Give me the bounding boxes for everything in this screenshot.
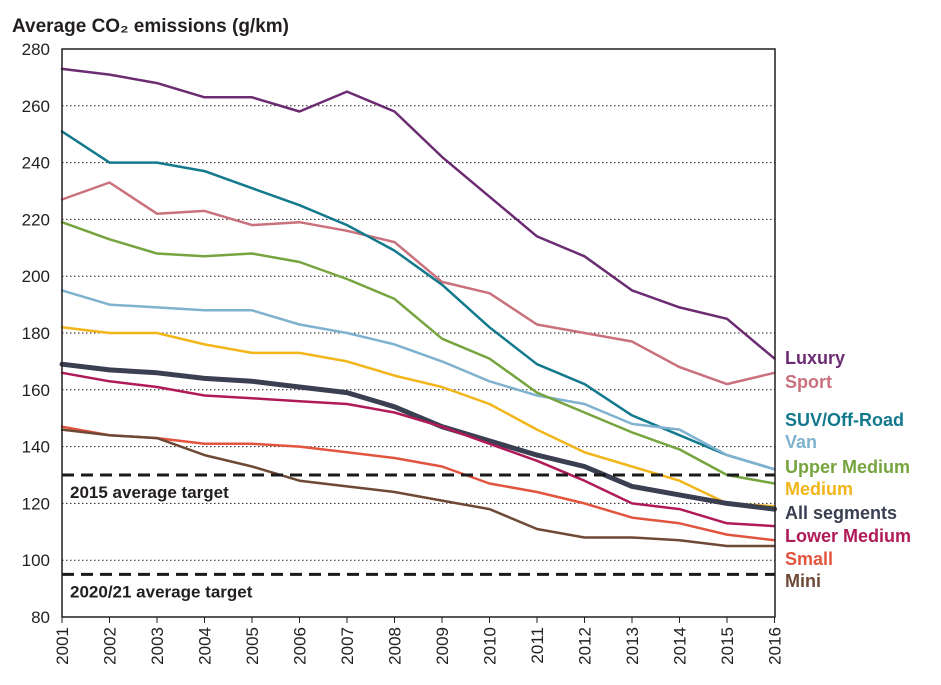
series-line-van (60, 289, 776, 471)
x-tick-label: 2001 (53, 627, 72, 665)
target-label: 2015 average target (70, 483, 229, 502)
legend-label: Sport (785, 372, 832, 392)
legend-label: Medium (785, 479, 853, 499)
y-axis-ticks: 80 100 120 140 160 180 200 220 240 260 280 (22, 40, 50, 627)
series-line-sport (60, 181, 776, 386)
legend-label: Upper Medium (785, 457, 910, 477)
legend-label: Lower Medium (785, 526, 911, 546)
legend-label: SUV/Off-Road (785, 410, 904, 430)
series-line-mini (60, 428, 776, 548)
x-tick-label: 2009 (433, 627, 452, 665)
legend-label: All segments (785, 503, 897, 523)
series-line-small (60, 425, 776, 542)
series-line-luxury (60, 67, 776, 360)
y-tick-label: 200 (22, 267, 50, 286)
x-tick-label: 2007 (338, 627, 357, 665)
plot-frame (61, 48, 776, 618)
x-axis-ticks: 2001 2002 2003 2004 2005 2006 2007 2008 2009 2010… (53, 617, 785, 665)
target-label: 2020/21 average target (70, 582, 253, 601)
x-tick-label: 2012 (576, 627, 595, 665)
legend-label: Luxury (785, 348, 845, 368)
x-tick-label: 2003 (148, 627, 167, 665)
x-tick-label: 2011 (528, 627, 547, 664)
series-line-lower-medium (60, 371, 776, 528)
x-tick-label: 2013 (623, 627, 642, 665)
y-tick-label: 240 (22, 154, 50, 173)
y-tick-label: 100 (22, 551, 50, 570)
chart-title: Average CO₂ emissions (g/km) (12, 16, 289, 37)
x-tick-label: 2015 (718, 627, 737, 665)
x-tick-label: 2002 (101, 627, 120, 665)
y-tick-label: 280 (22, 40, 50, 59)
grid-lines (62, 105, 775, 561)
x-tick-label: 2005 (243, 627, 262, 665)
series-lines (59, 67, 777, 548)
x-tick-label: 2006 (291, 627, 310, 665)
x-tick-label: 2016 (766, 627, 785, 665)
y-tick-label: 260 (22, 97, 50, 116)
series-line-all-segments (59, 361, 777, 512)
y-tick-label: 180 (22, 324, 50, 343)
legend-label: Van (785, 432, 817, 452)
y-tick-label: 80 (31, 608, 50, 627)
legend-label: Small (785, 549, 833, 569)
y-tick-label: 120 (22, 494, 50, 513)
x-tick-label: 2004 (196, 627, 215, 665)
x-tick-label: 2008 (386, 627, 405, 665)
x-tick-label: 2014 (671, 627, 690, 665)
y-tick-label: 140 (22, 438, 50, 457)
series-line-suv-off-road (60, 130, 776, 471)
target-lines: 2015 average target 2020/21 average targe… (62, 473, 775, 601)
legend-label: Mini (785, 571, 821, 591)
y-tick-label: 160 (22, 381, 50, 400)
y-tick-label: 220 (22, 210, 50, 229)
series-line-upper-medium (60, 220, 776, 485)
x-tick-label: 2010 (481, 627, 500, 665)
